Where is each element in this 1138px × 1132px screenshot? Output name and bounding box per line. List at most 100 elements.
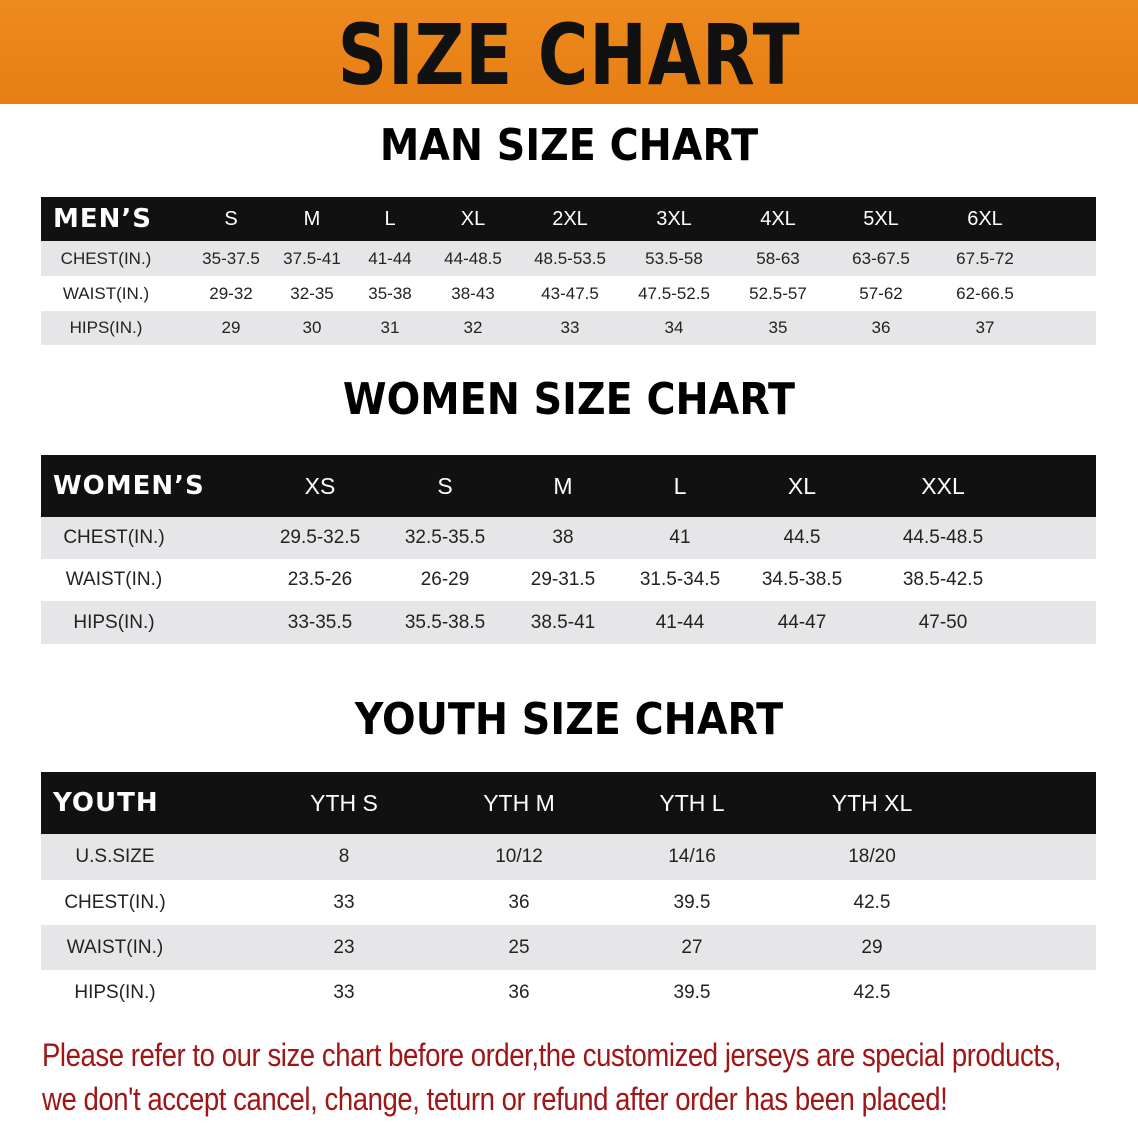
- table-cell: 34: [664, 318, 684, 337]
- youth-size-header: YTH L: [659, 789, 725, 816]
- women-table-row: CHEST(IN.) 29.5-32.5 32.5-35.5 38 41 44.5 44.5…: [41, 517, 1096, 559]
- row-label: CHEST(IN.): [63, 527, 165, 548]
- table-cell: 44.5-48.5: [902, 527, 984, 548]
- table-cell: 29: [861, 936, 883, 958]
- table-cell: 42.5: [853, 981, 891, 1003]
- table-cell: 31.5-34.5: [639, 569, 721, 590]
- youth-table-row: HIPS(IN.) 33 36 39.5 42.5: [41, 970, 1096, 1015]
- row-label: HIPS(IN.): [74, 981, 156, 1003]
- table-cell: 30: [302, 318, 322, 337]
- table-cell: 32-35: [290, 283, 334, 303]
- youth-table-row: CHEST(IN.) 33 36 39.5 42.5: [41, 880, 1096, 925]
- youth-size-header: YTH M: [483, 789, 555, 816]
- row-label: HIPS(IN.): [73, 611, 155, 633]
- table-cell: 32: [463, 318, 483, 337]
- table-cell: 33: [560, 318, 580, 337]
- table-cell: 34.5-38.5: [761, 569, 843, 590]
- men-header-label: MEN’S: [53, 204, 152, 234]
- table-cell: 27: [681, 936, 703, 958]
- table-cell: 29-31.5: [530, 569, 596, 590]
- table-cell: 67.5-72: [956, 248, 1014, 268]
- table-cell: 47.5-52.5: [638, 283, 710, 303]
- table-cell: 29.5-32.5: [279, 527, 361, 548]
- table-cell: 41: [669, 527, 691, 548]
- table-cell: 44-47: [777, 611, 827, 633]
- table-cell: 33: [333, 981, 355, 1003]
- row-label: CHEST(IN.): [64, 891, 166, 913]
- table-cell: 35-38: [368, 283, 412, 303]
- table-cell: 41-44: [368, 248, 412, 268]
- women-size-header: S: [437, 472, 453, 499]
- table-cell: 47-50: [918, 611, 968, 633]
- table-cell: 36: [871, 318, 891, 337]
- table-cell: 63-67.5: [852, 248, 910, 268]
- table-cell: 32.5-35.5: [404, 527, 486, 548]
- men-size-header: XL: [460, 207, 486, 230]
- men-table-row: HIPS(IN.) 29 30 31 32 33 34 35 36 37: [41, 311, 1096, 345]
- men-table-row: CHEST(IN.) 35-37.5 37.5-41 41-44 44-48.5 48.5…: [41, 241, 1096, 276]
- youth-header-row: YOUTH YTH S YTH M YTH L YTH XL: [41, 772, 1096, 834]
- men-size-header: 6XL: [967, 207, 1003, 230]
- row-label: CHEST(IN.): [60, 248, 152, 268]
- youth-table-row: U.S.SIZE 8 10/12 14/16 18/20: [41, 834, 1096, 880]
- table-cell: 37.5-41: [283, 248, 341, 268]
- youth-header-label: YOUTH: [53, 788, 159, 818]
- men-section-title: MAN SIZE CHART: [379, 120, 759, 171]
- men-size-header: S: [224, 207, 238, 230]
- women-header-label: WOMEN’S: [53, 471, 205, 501]
- table-cell: 37: [975, 318, 995, 337]
- table-cell: 38.5-42.5: [902, 569, 984, 590]
- men-table-row: WAIST(IN.) 29-32 32-35 35-38 38-43 43-47.5 47.…: [41, 276, 1096, 311]
- table-cell: 26-29: [420, 569, 470, 590]
- table-cell: 10/12: [495, 846, 543, 867]
- table-cell: 31: [380, 318, 400, 337]
- table-cell: 33: [333, 891, 355, 913]
- table-cell: 38: [552, 527, 574, 548]
- table-cell: 41-44: [655, 611, 705, 633]
- notice-line-2: we don't accept cancel, change, teturn o…: [42, 1081, 948, 1117]
- table-cell: 39.5: [673, 981, 711, 1003]
- table-cell: 29: [221, 318, 241, 337]
- women-header-row: WOMEN’S XS S M L XL XXL: [41, 455, 1096, 517]
- women-size-header: M: [553, 472, 573, 499]
- table-cell: 36: [508, 891, 530, 913]
- table-cell: 52.5-57: [749, 283, 807, 303]
- women-size-header: XS: [304, 472, 336, 499]
- table-cell: 14/16: [668, 846, 716, 867]
- row-label: WAIST(IN.): [65, 569, 163, 590]
- banner-title: SIZE CHART: [337, 6, 801, 104]
- table-cell: 42.5: [853, 891, 891, 913]
- women-section-title: WOMEN SIZE CHART: [342, 374, 796, 425]
- table-cell: 44.5: [783, 527, 821, 548]
- table-cell: 39.5: [673, 891, 711, 913]
- men-size-header: 3XL: [656, 207, 692, 230]
- women-table-row: WAIST(IN.) 23.5-26 26-29 29-31.5 31.5-34.5 34…: [41, 559, 1096, 601]
- table-cell: 48.5-53.5: [534, 248, 606, 268]
- men-header-row: MEN’S S M L XL 2XL 3XL 4XL 5XL 6XL: [41, 197, 1096, 241]
- notice-line-1: Please refer to our size chart before or…: [42, 1037, 1062, 1073]
- youth-size-header: YTH XL: [831, 789, 913, 816]
- men-size-header: L: [384, 207, 396, 230]
- table-cell: 43-47.5: [541, 283, 599, 303]
- women-table-row: HIPS(IN.) 33-35.5 35.5-38.5 38.5-41 41-44 44-…: [41, 601, 1096, 644]
- youth-size-header: YTH S: [310, 789, 378, 816]
- table-cell: 23: [333, 936, 355, 958]
- men-size-header: M: [303, 207, 321, 230]
- women-size-header: XL: [787, 472, 817, 499]
- table-cell: 35.5-38.5: [404, 611, 486, 633]
- row-label: WAIST(IN.): [62, 283, 150, 303]
- table-cell: 62-66.5: [956, 283, 1014, 303]
- youth-section-title: YOUTH SIZE CHART: [354, 694, 784, 745]
- youth-table-row: WAIST(IN.) 23 25 27 29: [41, 925, 1096, 970]
- men-size-header: 5XL: [863, 207, 899, 230]
- table-cell: 38-43: [451, 283, 495, 303]
- row-label: HIPS(IN.): [69, 318, 143, 337]
- table-cell: 53.5-58: [645, 248, 703, 268]
- table-cell: 58-63: [756, 248, 800, 268]
- row-label: WAIST(IN.): [66, 936, 164, 958]
- men-size-header: 2XL: [552, 207, 588, 230]
- table-cell: 8: [338, 846, 350, 867]
- table-cell: 44-48.5: [444, 248, 502, 268]
- table-cell: 35: [768, 318, 788, 337]
- table-cell: 38.5-41: [530, 611, 596, 633]
